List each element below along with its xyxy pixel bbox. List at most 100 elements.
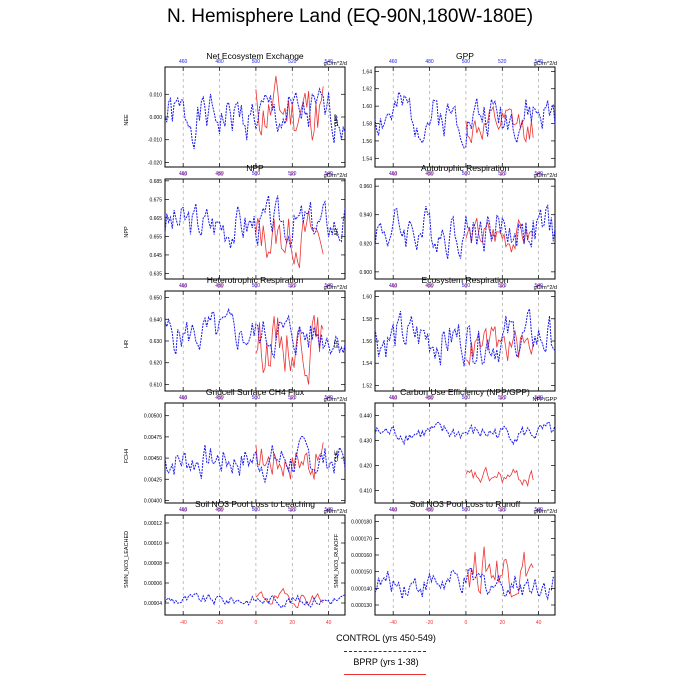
y-tick-label: 1.52 (362, 383, 372, 389)
y-tick-label: 1.62 (362, 87, 372, 93)
x-tick-label-bottom: -20 (426, 172, 433, 178)
x-tick-label-top: 480 (215, 283, 224, 289)
legend-bprp-label: BPRP (yrs 1-38) (353, 657, 419, 667)
x-tick-label-bottom: -40 (390, 172, 397, 178)
y-tick-label: 0.000130 (351, 603, 372, 609)
x-tick-label-bottom: -20 (216, 620, 223, 626)
x-tick-label-bottom: 40 (536, 172, 542, 178)
x-tick-label-bottom: 0 (255, 396, 258, 402)
control-series-line (374, 307, 556, 367)
x-tick-label-top: 540 (324, 283, 333, 289)
y-axis-label: FCH4 (124, 448, 130, 464)
plot-frame (374, 514, 556, 616)
bprp-series-line (465, 466, 534, 488)
panel-units: gC/m^2/d (533, 285, 557, 291)
y-tick-label: 1.58 (362, 122, 372, 128)
y-tick-label: 0.000 (149, 115, 162, 121)
panel-units: gC/m^2/d (323, 173, 347, 179)
x-tick-label-bottom: 40 (326, 284, 332, 290)
y-tick-label: 0.00400 (144, 498, 162, 504)
x-tick-label-bottom: 20 (499, 172, 505, 178)
x-tick-label-bottom: -40 (390, 620, 397, 626)
y-tick-label: 0.655 (149, 234, 162, 240)
panel-units: gN/m^2/d (533, 509, 557, 515)
y-axis-label: GPP (334, 114, 340, 126)
x-tick-label-top: 480 (425, 507, 434, 513)
y-axis-label: SMIN_NO3_RUNOFF (334, 533, 340, 588)
panel-title: Heterotrophic Respiration (206, 275, 304, 285)
x-tick-label-top: 520 (288, 395, 297, 401)
x-tick-label-top: 460 (389, 507, 398, 513)
y-tick-label: 1.54 (362, 156, 372, 162)
y-tick-label: 0.010 (149, 92, 162, 98)
x-tick-label-bottom: 20 (289, 620, 295, 626)
x-tick-label-bottom: 20 (499, 396, 505, 402)
x-tick-label-bottom: 40 (326, 396, 332, 402)
y-axis-label: SMIN_NO3_LEACHED (124, 530, 130, 588)
y-axis-label: CUE (334, 450, 340, 462)
chart-plot: -0.020 -0.010 0.000 0.010 -40 -20 0 20 40 460 480 5… (148, 59, 346, 178)
legend-control-line (344, 651, 426, 652)
x-tick-label-top: 460 (389, 395, 398, 401)
control-series-line (164, 195, 346, 249)
control-series-line (164, 436, 346, 484)
bprp-series-line (465, 218, 534, 253)
y-tick-label: 0.00004 (144, 601, 162, 607)
x-tick-label-top: 500 (252, 171, 261, 177)
panel-units: gC/m^2/d (533, 61, 557, 67)
x-tick-label-top: 540 (534, 171, 543, 177)
x-tick-label-top: 480 (215, 395, 224, 401)
y-tick-label: 0.00008 (144, 561, 162, 567)
y-tick-label: 0.940 (359, 213, 372, 219)
panel-title: GPP (456, 51, 474, 61)
y-tick-label: 1.56 (362, 339, 372, 345)
y-tick-label: 0.00010 (144, 541, 162, 547)
x-tick-label-bottom: 20 (289, 508, 295, 514)
y-tick-label: 0.420 (359, 464, 372, 470)
control-series-line (164, 87, 346, 150)
panel-npp: NPP gC/m^2/d NPP 0.635 0.645 0.655 0.665 0.6… (124, 163, 347, 290)
x-tick-label-top: 520 (498, 171, 507, 177)
panel-hr: Heterotrophic Respiration gC/m^2/d HR 0.… (124, 275, 347, 402)
x-tick-label-bottom: -20 (426, 396, 433, 402)
x-tick-label-bottom: 40 (536, 620, 542, 626)
x-tick-label-top: 500 (462, 395, 471, 401)
x-tick-label-top: 500 (462, 283, 471, 289)
bprp-series-line (465, 546, 534, 598)
x-tick-label-top: 460 (389, 283, 398, 289)
y-tick-label: 1.64 (362, 69, 372, 75)
x-tick-label-bottom: -40 (180, 620, 187, 626)
x-tick-label-bottom: 20 (289, 284, 295, 290)
x-tick-label-bottom: 20 (499, 284, 505, 290)
plot-frame (164, 514, 346, 616)
x-tick-label-bottom: 40 (536, 284, 542, 290)
x-tick-label-bottom: 0 (465, 172, 468, 178)
legend-control-label: CONTROL (yrs 450-549) (336, 633, 436, 643)
y-tick-label: 1.60 (362, 295, 372, 301)
x-tick-label-bottom: -40 (390, 508, 397, 514)
x-tick-label-top: 500 (462, 171, 471, 177)
x-tick-label-bottom: 0 (255, 284, 258, 290)
x-tick-label-top: 540 (534, 395, 543, 401)
y-tick-label: 0.675 (149, 197, 162, 203)
chart-plot: 0.00400 0.00425 0.00450 0.00475 0.00500 -40 -2… (144, 395, 346, 514)
y-axis-label: HR (124, 340, 130, 348)
x-tick-label-bottom: 0 (255, 172, 258, 178)
panel-title: Soil NO3 Pool Loss to Leaching (194, 499, 316, 509)
y-tick-label: -0.020 (148, 160, 162, 166)
panel-er: Ecosystem Respiration gC/m^2/d ER 1.52 1.… (334, 275, 557, 402)
bprp-series-line (255, 442, 324, 480)
y-tick-label: 1.58 (362, 317, 372, 323)
x-tick-label-top: 540 (324, 395, 333, 401)
bprp-series-line (465, 105, 534, 144)
x-tick-label-bottom: -20 (216, 396, 223, 402)
x-tick-label-top: 540 (324, 171, 333, 177)
x-tick-label-top: 460 (389, 171, 398, 177)
x-tick-label-top: 460 (179, 395, 188, 401)
y-tick-label: 0.410 (359, 489, 372, 495)
x-tick-label-top: 540 (534, 59, 543, 65)
y-tick-label: 0.685 (149, 179, 162, 185)
x-tick-label-bottom: 40 (536, 396, 542, 402)
x-tick-label-top: 500 (252, 395, 261, 401)
